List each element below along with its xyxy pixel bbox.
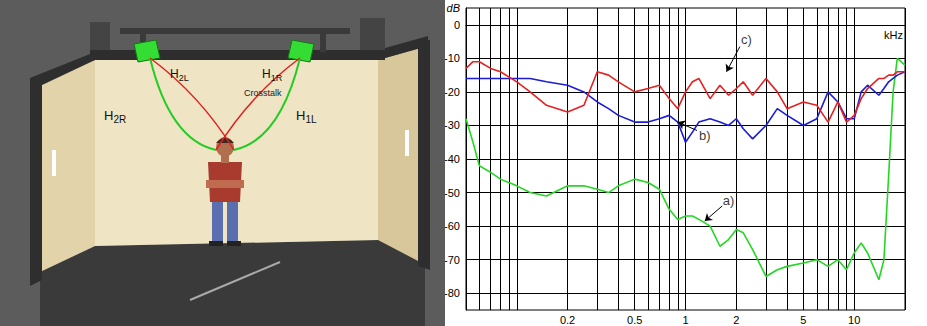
- svg-text:-20: -20: [444, 86, 460, 98]
- svg-text:a): a): [723, 193, 735, 208]
- svg-text:-80: -80: [444, 287, 460, 299]
- svg-text:0.2: 0.2: [560, 314, 575, 326]
- svg-text:-50: -50: [444, 187, 460, 199]
- svg-text:-10: -10: [444, 52, 460, 64]
- svg-text:0: 0: [454, 19, 460, 31]
- svg-text:H2L: H2L: [170, 67, 189, 83]
- svg-text:10: 10: [848, 314, 860, 326]
- svg-text:H1R: H1R: [262, 67, 283, 83]
- svg-text:Crosstalk: Crosstalk: [244, 88, 282, 98]
- svg-text:-30: -30: [444, 119, 460, 131]
- svg-text:5: 5: [800, 314, 806, 326]
- svg-text:-60: -60: [444, 220, 460, 232]
- svg-text:1: 1: [682, 314, 688, 326]
- svg-text:c): c): [741, 32, 752, 47]
- svg-text:-40: -40: [444, 153, 460, 165]
- svg-text:dB: dB: [447, 2, 460, 14]
- svg-text:kHz: kHz: [884, 29, 903, 41]
- svg-text:H1L: H1L: [296, 108, 317, 125]
- svg-text:b): b): [699, 128, 711, 143]
- svg-text:0.5: 0.5: [627, 314, 642, 326]
- svg-text:H2R: H2R: [104, 108, 126, 125]
- svg-text:2: 2: [733, 314, 739, 326]
- svg-text:-70: -70: [444, 254, 460, 266]
